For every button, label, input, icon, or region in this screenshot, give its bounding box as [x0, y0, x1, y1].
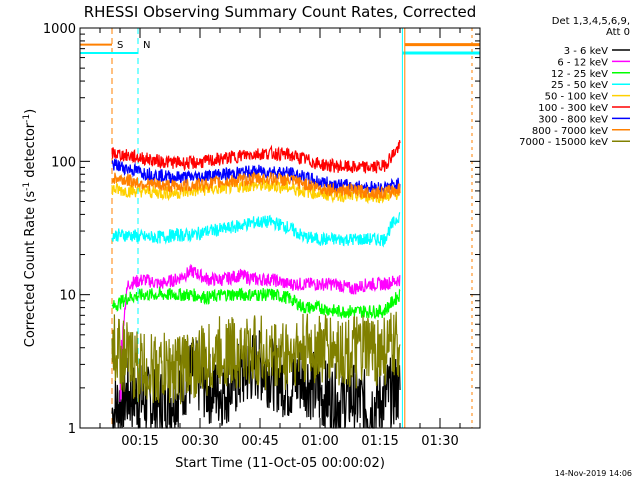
legend-header: Det 1,3,4,5,6,9, [552, 16, 630, 27]
y-axis-label: Corrected Count Rate (s-1 detector-1) [22, 109, 38, 347]
annotation-label: N [143, 40, 150, 51]
legend-entry-label: 300 - 800 keV [538, 114, 608, 125]
legend-entry-label: 12 - 25 keV [551, 69, 608, 80]
series-line [111, 158, 401, 197]
legend-entry-label: 100 - 300 keV [538, 103, 608, 114]
series-line [111, 311, 401, 405]
x-tick-label: 01:00 [301, 434, 338, 449]
y-tick-label: 1000 [43, 22, 76, 37]
y-axis-label-part: detector [23, 122, 38, 182]
x-axis-label: Start Time (11-Oct-05 00:00:02) [175, 456, 385, 471]
y-axis-label-part: -1 [22, 114, 32, 123]
legend-entry-label: 800 - 7000 keV [532, 126, 608, 137]
series-line [111, 211, 401, 248]
axis-ticks: 1 10 100 1000 00:15 00:30 00:45 01:00 01:15 01:30 [43, 22, 480, 449]
series-line [111, 171, 401, 200]
y-axis-label-part: -1 [22, 182, 32, 191]
legend-entry-label: 7000 - 15000 keV [519, 137, 608, 148]
y-tick-label: 100 [51, 155, 76, 170]
series-line [111, 140, 401, 174]
x-tick-label: 01:30 [421, 434, 458, 449]
y-axis-label-part: ) [23, 109, 38, 114]
y-axis-label-part: Corrected Count Rate (s [23, 191, 38, 348]
x-tick-label: 00:30 [181, 434, 218, 449]
footer-timestamp: 14-Nov-2019 14:06 [555, 469, 632, 478]
y-tick-label: 1 [68, 422, 76, 437]
legend-entry-label: 50 - 100 keV [545, 92, 609, 103]
legend-entry-label: 3 - 6 keV [564, 46, 608, 57]
legend-entry-label: 25 - 50 keV [551, 80, 608, 91]
x-tick-label: 00:15 [121, 434, 158, 449]
legend-header: Att 0 [606, 27, 630, 38]
series-layer [111, 140, 401, 429]
annotation-label: S [117, 40, 123, 51]
legend-entry-label: 6 - 12 keV [557, 57, 608, 68]
x-tick-label: 01:15 [361, 434, 398, 449]
chart-title: RHESSI Observing Summary Count Rates, Co… [84, 3, 477, 21]
series-line [111, 286, 401, 320]
series-line [119, 263, 401, 402]
x-tick-label: 00:45 [241, 434, 278, 449]
y-tick-label: 10 [59, 289, 76, 304]
